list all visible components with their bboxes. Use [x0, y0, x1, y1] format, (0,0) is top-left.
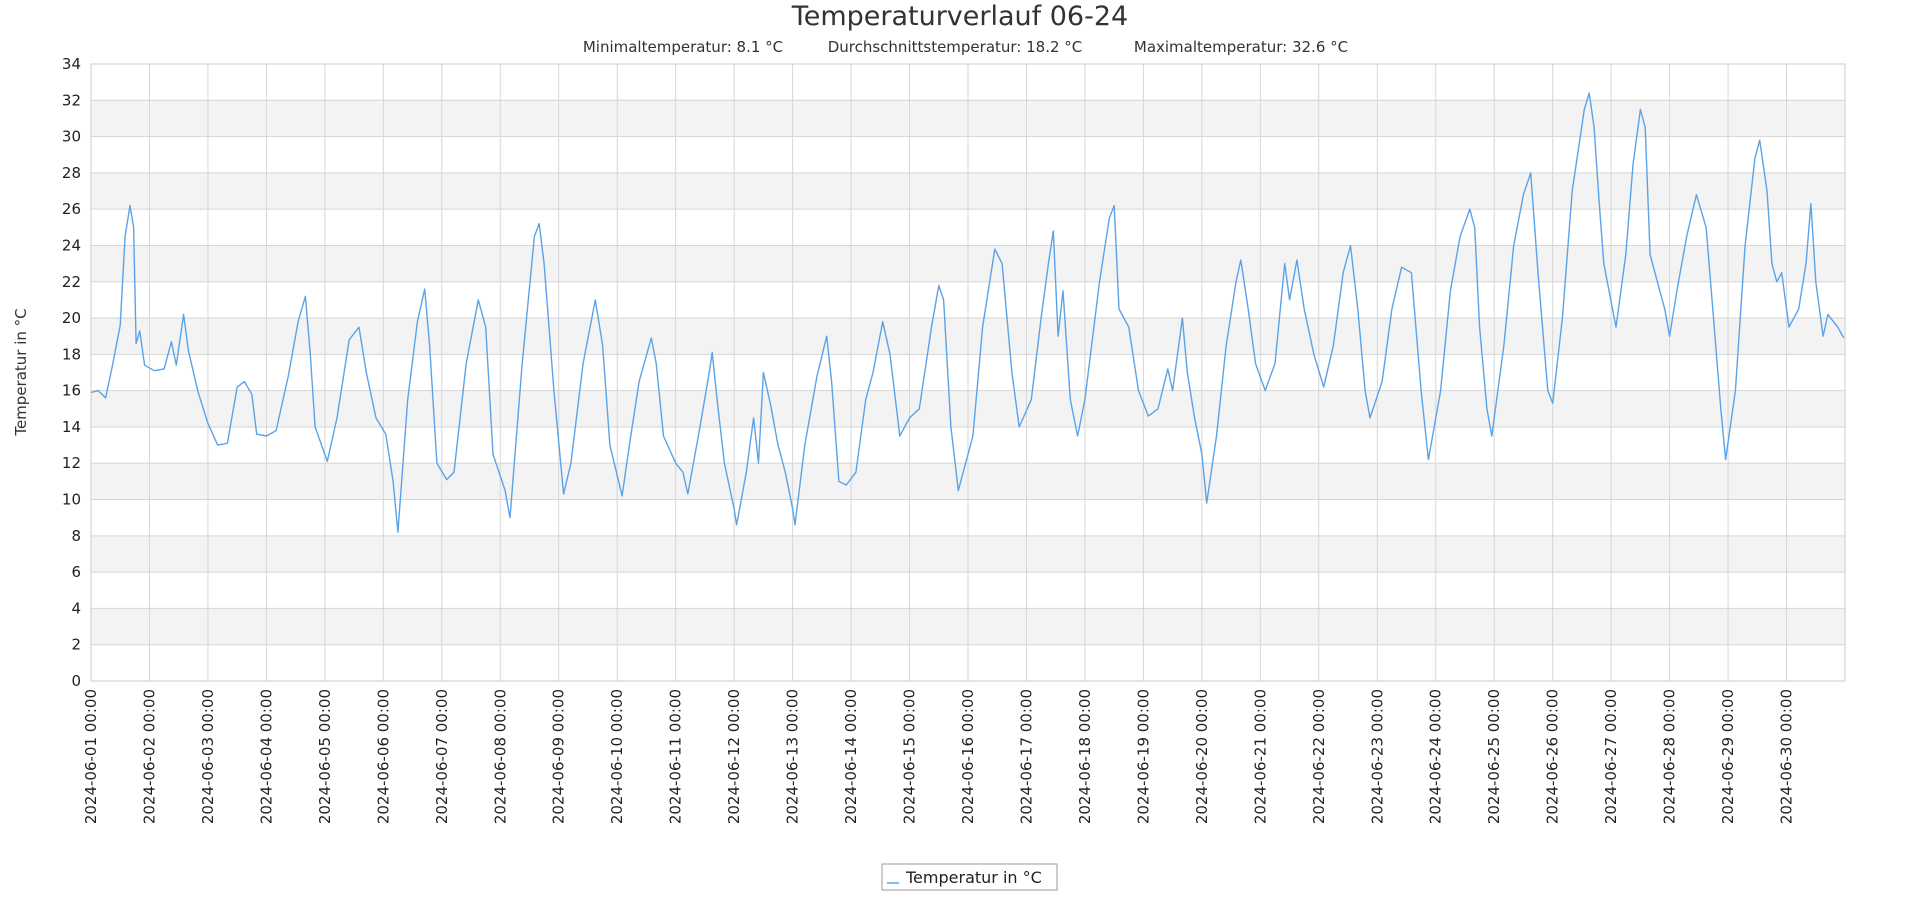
y-tick-label: 26: [62, 200, 81, 218]
subtitle-min-temp: Minimaltemperatur: 8.1 °C: [583, 38, 783, 56]
x-tick-label: 2024-06-06 00:00: [374, 689, 392, 824]
y-tick-label: 4: [71, 599, 81, 617]
x-tick-label: 2024-06-07 00:00: [433, 689, 451, 824]
legend[interactable]: Temperatur in °C: [881, 863, 1058, 891]
x-tick-label: 2024-06-10 00:00: [608, 689, 626, 824]
chart-title: Temperaturverlauf 06-24: [791, 1, 1128, 32]
y-tick-label: 30: [62, 128, 81, 146]
y-tick-label: 28: [62, 164, 81, 182]
x-tick-label: 2024-06-18 00:00: [1076, 689, 1094, 824]
x-tick-label: 2024-06-24 00:00: [1427, 689, 1445, 824]
x-tick-label: 2024-06-17 00:00: [1017, 689, 1035, 824]
y-tick-label: 32: [62, 91, 81, 109]
y-tick-label: 2: [71, 636, 81, 654]
x-tick-label: 2024-06-16 00:00: [959, 689, 977, 824]
x-tick-label: 2024-06-08 00:00: [491, 689, 509, 824]
x-tick-label: 2024-06-03 00:00: [199, 689, 217, 824]
x-tick-label: 2024-06-12 00:00: [725, 689, 743, 824]
chart-subtitle: Minimaltemperatur: 8.1 °C Durchschnittst…: [583, 38, 1348, 56]
x-tick-label: 2024-06-11 00:00: [667, 689, 685, 824]
y-tick-label: 12: [62, 454, 81, 472]
y-axis-label: Temperatur in °C: [12, 308, 30, 436]
x-tick-label: 2024-06-02 00:00: [140, 689, 158, 824]
y-tick-label: 20: [62, 309, 81, 327]
x-tick-label: 2024-06-15 00:00: [901, 689, 919, 824]
y-tick-label: 6: [71, 563, 81, 581]
y-tick-label: 22: [62, 273, 81, 291]
x-tick-label: 2024-06-25 00:00: [1485, 689, 1503, 824]
series-line-temperatur: [90, 92, 1845, 533]
y-tick-label: 18: [62, 345, 81, 363]
y-tick-label: 8: [71, 527, 81, 545]
y-tick-label: 16: [62, 382, 81, 400]
x-tick-label: 2024-06-09 00:00: [550, 689, 568, 824]
subtitle-avg-temp: Durchschnittstemperatur: 18.2 °C: [828, 38, 1083, 56]
x-tick-label: 2024-06-28 00:00: [1661, 689, 1679, 824]
x-tick-label: 2024-06-20 00:00: [1193, 689, 1211, 824]
x-tick-label: 2024-06-27 00:00: [1602, 689, 1620, 824]
x-tick-label: 2024-06-21 00:00: [1251, 689, 1269, 824]
x-tick-label: 2024-06-26 00:00: [1544, 689, 1562, 824]
x-tick-label: 2024-06-14 00:00: [842, 689, 860, 824]
subtitle-max-temp: Maximaltemperatur: 32.6 °C: [1134, 38, 1348, 56]
x-tick-label: 2024-06-23 00:00: [1368, 689, 1386, 824]
y-tick-label: 34: [62, 55, 81, 73]
y-tick-label: 10: [62, 491, 81, 509]
x-axis-tick-labels: 2024-06-01 00:00 2024-06-02 00:00 2024-06-…: [82, 689, 1796, 824]
x-tick-label: 2024-06-30 00:00: [1778, 689, 1796, 824]
legend-box: [881, 863, 1058, 891]
x-tick-label: 2024-06-04 00:00: [257, 689, 275, 824]
y-tick-label: 14: [62, 418, 81, 436]
x-tick-label: 2024-06-29 00:00: [1719, 689, 1737, 824]
x-tick-label: 2024-06-19 00:00: [1134, 689, 1152, 824]
y-tick-label: 0: [71, 672, 81, 690]
y-tick-label: 24: [62, 236, 81, 254]
x-tick-label: 2024-06-22 00:00: [1310, 689, 1328, 824]
x-tick-label: 2024-06-05 00:00: [316, 689, 334, 824]
legend-label-temperatur: Temperatur in °C: [905, 868, 1042, 887]
plot-area-frame: [90, 63, 1846, 682]
x-tick-label: 2024-06-13 00:00: [784, 689, 802, 824]
x-gridlines: [90, 64, 1788, 681]
x-tick-label: 2024-06-01 00:00: [82, 689, 100, 824]
